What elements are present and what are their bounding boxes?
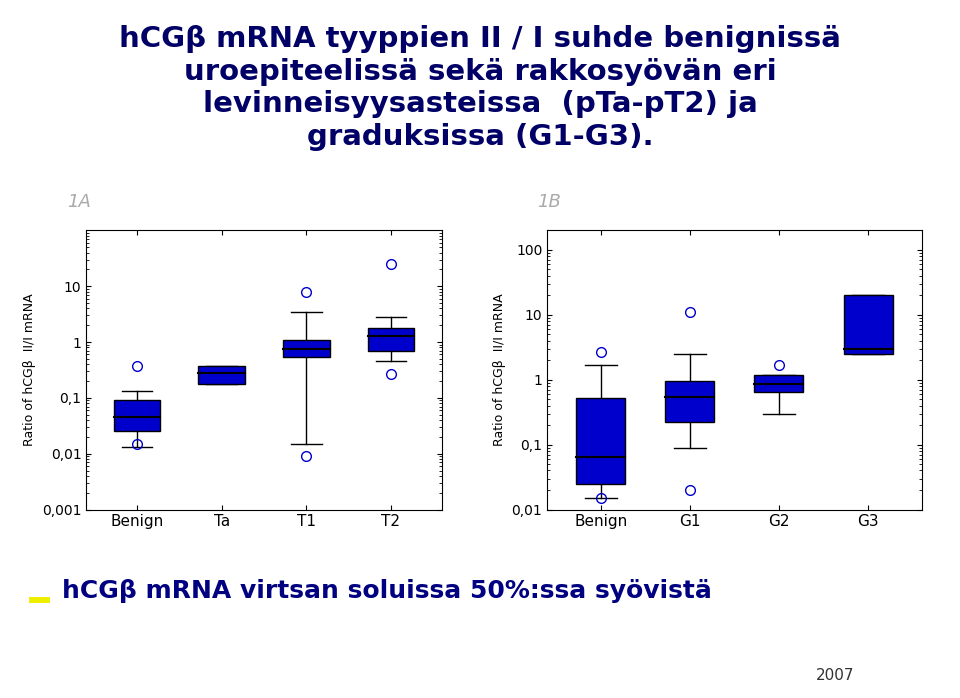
- Text: 1A: 1A: [67, 193, 91, 211]
- Bar: [755, 375, 804, 392]
- Bar: [283, 340, 329, 357]
- Text: hCGβ mRNA tyyppien II / I suhde benignissä
uroepiteelissä sekä rakkosyövän eri
l: hCGβ mRNA tyyppien II / I suhde benignis…: [119, 25, 841, 151]
- Text: 1B: 1B: [538, 193, 562, 211]
- Bar: [576, 398, 625, 484]
- Bar: [114, 401, 160, 431]
- Y-axis label: Ratio of hCGβ  II/I mRNA: Ratio of hCGβ II/I mRNA: [493, 294, 506, 446]
- Y-axis label: Ratio of hCGβ  II/I mRNA: Ratio of hCGβ II/I mRNA: [23, 294, 36, 446]
- Text: hCGβ mRNA virtsan soluissa 50%:ssa syövistä: hCGβ mRNA virtsan soluissa 50%:ssa syövi…: [62, 579, 712, 602]
- Bar: [199, 366, 245, 384]
- Bar: [368, 328, 414, 350]
- Bar: [844, 295, 893, 354]
- Text: 2007: 2007: [816, 668, 854, 683]
- Bar: [29, 597, 50, 603]
- Bar: [665, 381, 714, 422]
